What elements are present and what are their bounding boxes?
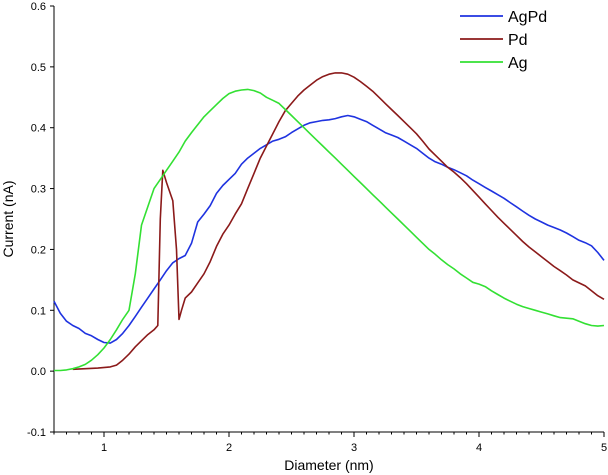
x-axis: 1 2 3 4 5: [53, 431, 607, 454]
x-tick-label: 2: [226, 442, 232, 454]
y-tick-label: 0.3: [31, 184, 46, 196]
y-tick-label: 0.2: [31, 244, 46, 256]
y-tick-label: 0.5: [31, 62, 46, 74]
x-tick-label: 4: [476, 442, 482, 454]
x-tick-label: 5: [601, 442, 607, 454]
series-lines: [53, 72, 605, 372]
y-axis: -0.1 0.0 0.1 0.2 0.3 0.4 0.5 0.6: [27, 1, 55, 439]
y-tick-label: 0.6: [31, 1, 46, 13]
legend: AgPd Pd Ag: [460, 9, 547, 72]
series-line-agpd: [53, 114, 605, 344]
x-tick-label: 1: [101, 442, 107, 454]
legend-label-agpd: AgPd: [508, 9, 547, 26]
y-tick-label: 0.1: [31, 305, 46, 317]
legend-label-pd: Pd: [508, 32, 528, 49]
y-tick-label: -0.1: [27, 427, 46, 439]
x-tick-label: 3: [351, 442, 357, 454]
series-line-pd: [72, 72, 605, 371]
x-axis-label: Diameter (nm): [284, 457, 373, 473]
y-tick-label: 0.0: [31, 366, 46, 378]
series-line-ag: [54, 88, 605, 372]
legend-label-ag: Ag: [508, 55, 528, 72]
y-tick-label: 0.4: [31, 123, 46, 135]
y-axis-label: Current (nA): [0, 180, 16, 257]
